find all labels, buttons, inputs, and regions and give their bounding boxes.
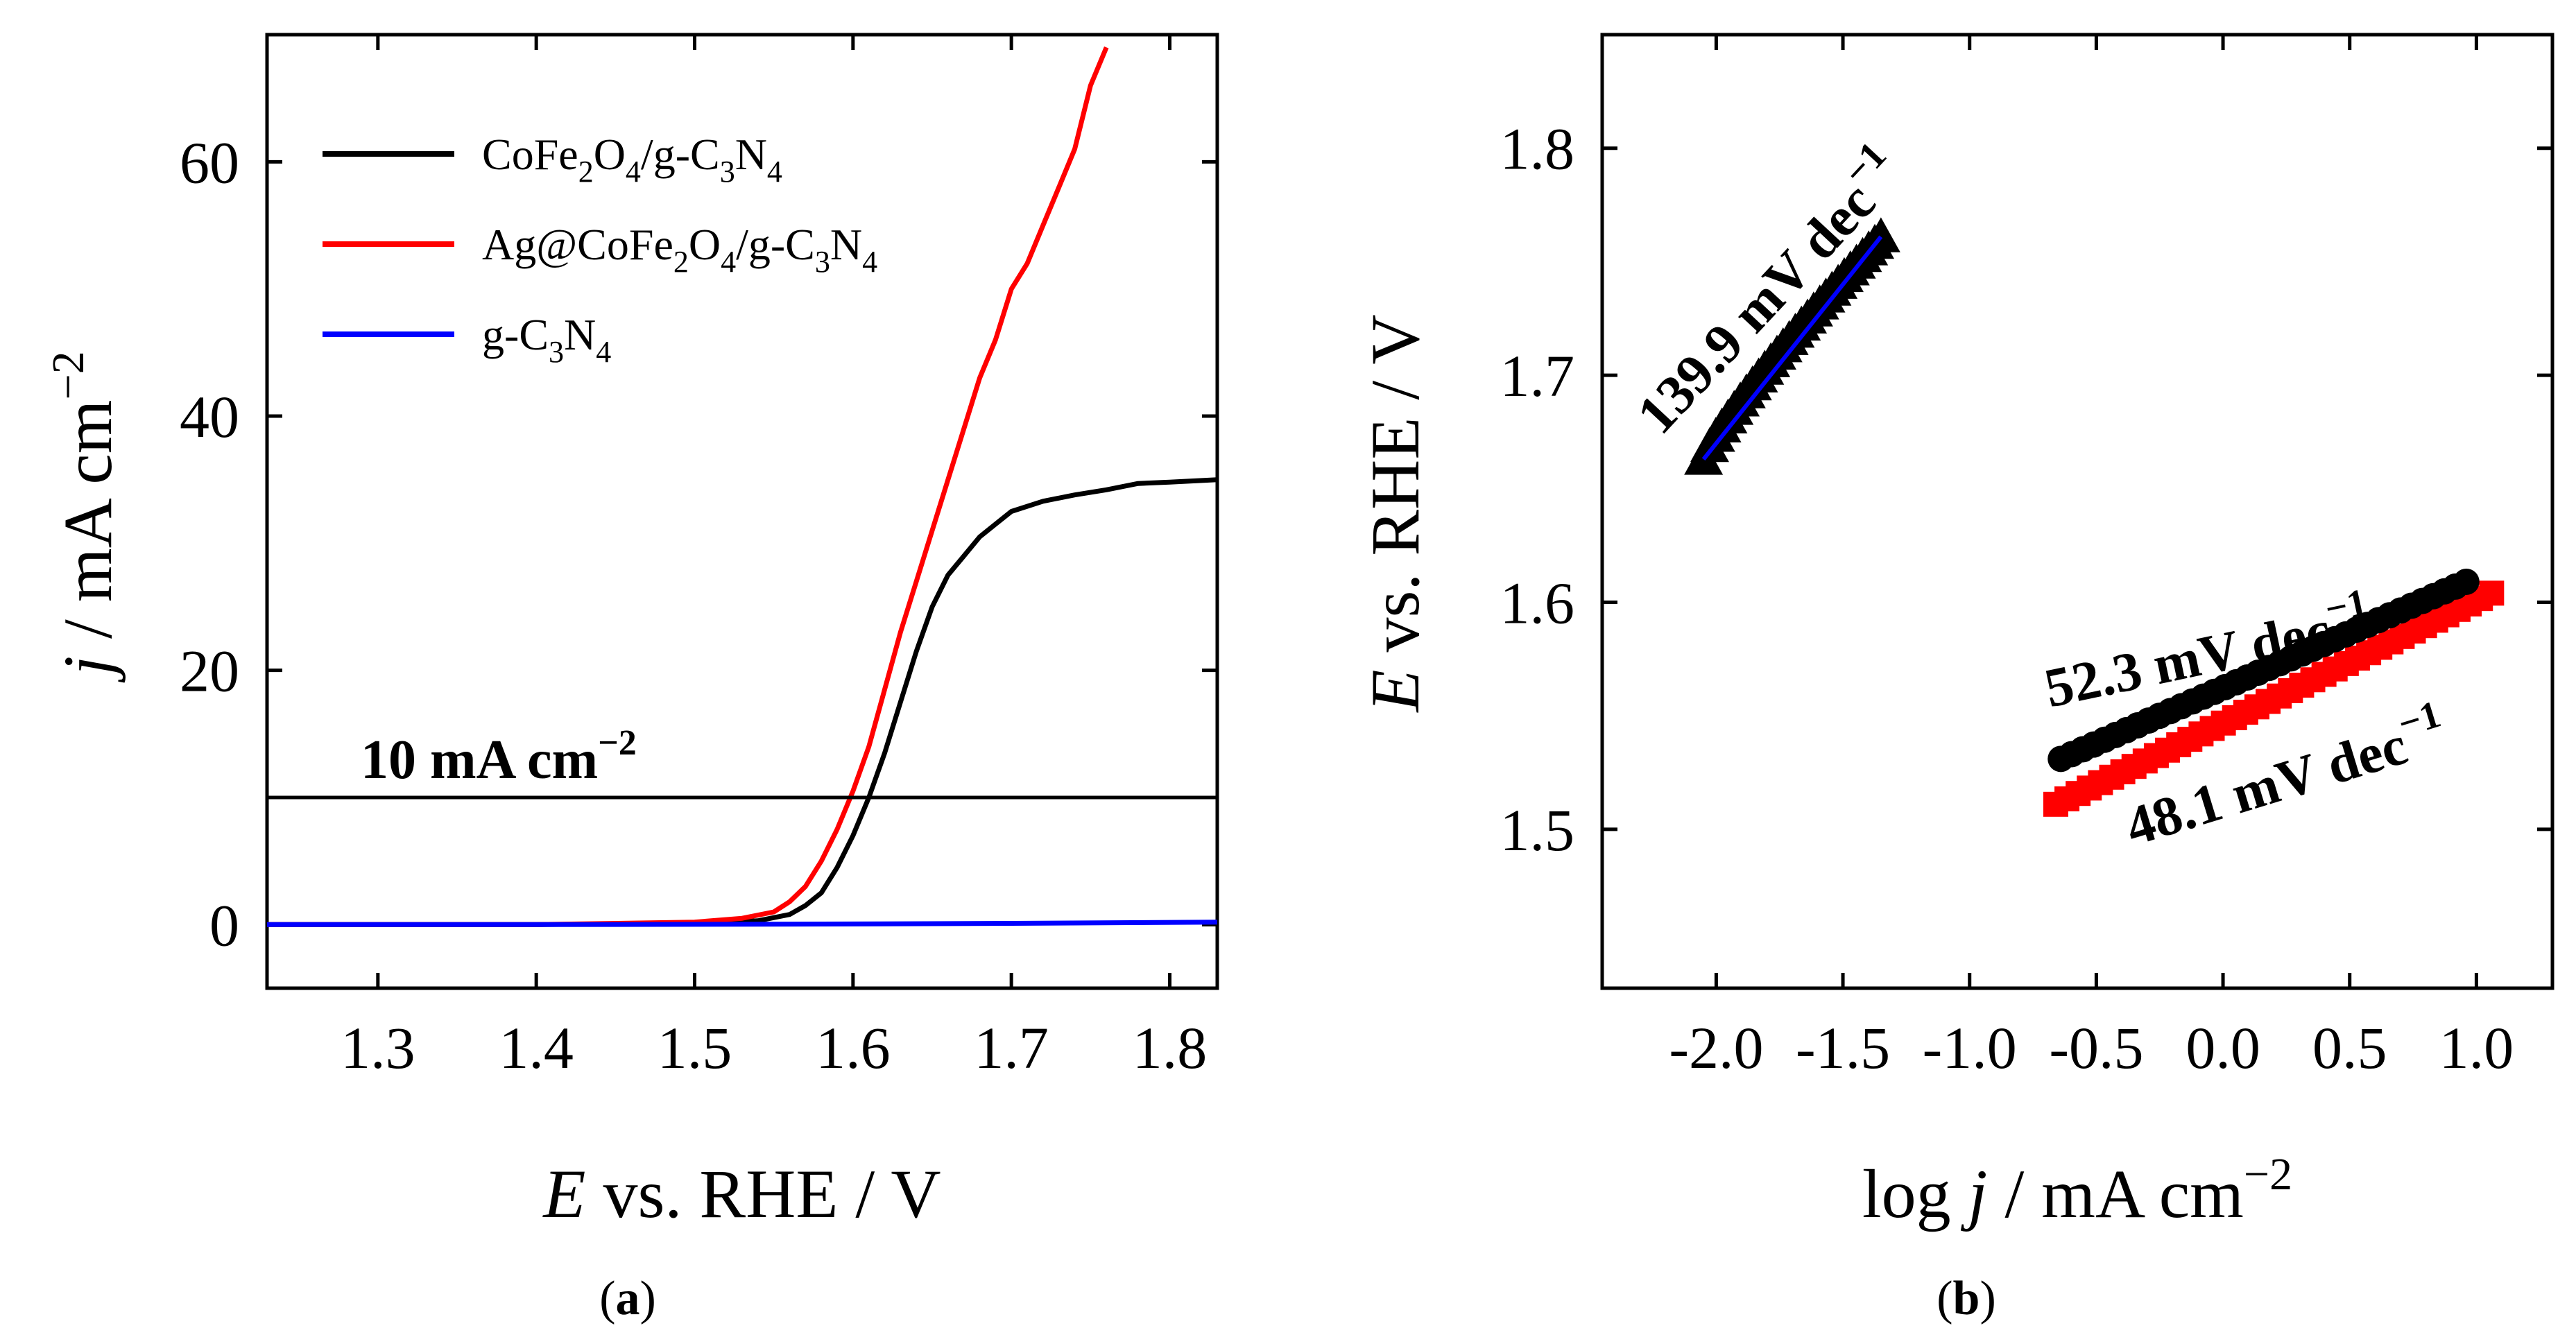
panel-b-y-axis-title: E vs. RHE / V [1357,314,1434,713]
x-tick-label: -1.5 [1796,1015,1890,1081]
panel-a-legend: CoFe2O4/g-C3N4 Ag@CoFe2O4/g-C3N4 g-C3N4 [323,130,877,369]
legend-item-ag-cofe2o4: Ag@CoFe2O4/g-C3N4 [323,220,877,279]
tafel-series-cofe2o4 [2047,568,2480,773]
panel-a-letter: a [616,1272,640,1325]
panel-a-label: (a) [599,1272,656,1325]
panel-a-y-axis-title: j / mA cm−2 [43,351,126,682]
panel-a-plot-frame [265,33,1219,990]
fit-line [1701,235,1883,461]
y-tick-label: 1.7 [1500,343,1575,409]
x-tick-label: 1.0 [2439,1015,2514,1081]
x-pre: log [1862,1155,1968,1232]
panel-a-x-ticks: 1.3 1.4 1.5 1.6 1.7 1.8 [341,35,1207,1081]
legend-label: g-C3N4 [482,310,611,369]
y-var: E [1357,670,1434,714]
x-tick-label: -0.5 [2049,1015,2143,1081]
slope-label-sup: −1 [2321,580,2371,631]
series-line-gc3n4 [267,920,1217,927]
x-tick-label: -2.0 [1669,1015,1763,1081]
x-tick-label: 1.3 [341,1015,415,1081]
y-tick-label: 1.8 [1500,116,1575,182]
legend-item-gc3n4: g-C3N4 [323,310,611,369]
panel-b-series [1684,217,2505,817]
y-tick-label: 60 [180,129,239,196]
x-tick-label: 1.8 [1133,1015,1208,1081]
panel-a-series [267,46,1217,927]
x-tick-label: 1.6 [816,1015,891,1081]
y-rest: vs. RHE / V [1357,314,1434,652]
panel-b-plot-frame [1600,33,2554,990]
y-tick-label: 0 [209,892,239,958]
legend-item-cofe2o4: CoFe2O4/g-C3N4 [323,130,782,189]
series-line-ag-cofe2o4 [267,46,1109,927]
x-rest: vs. RHE / V [603,1155,941,1232]
panel-a-x-axis-title: E vs. RHE / V [542,1155,941,1232]
reference-label-text: 10 mA cm [361,730,598,791]
y-sup: −2 [43,351,94,399]
y-rest: / mA cm [49,400,126,639]
y-var: j [49,656,126,683]
panel-b-chart: -2.0 -1.5 -1.0 -0.5 0.0 0.5 1.0 1.5 1.6 1.7 1.8 1… [1357,33,2554,1325]
y-tick-label: 20 [180,638,239,705]
series-line-cofe2o4 [267,477,1217,927]
y-tick-label: 1.5 [1500,797,1575,863]
fit-line [2054,591,2493,806]
x-tick-label: -1.0 [1923,1015,2017,1081]
panel-b-letter: b [1953,1272,1980,1325]
slope-label-text: 48.1 mV dec [2119,715,2414,859]
legend-label: CoFe2O4/g-C3N4 [482,130,782,189]
data-point [1861,217,1900,252]
y-tick-label: 40 [180,383,239,450]
panel-b-x-axis-title: log j / mA cm−2 [1862,1149,2292,1232]
panel-a-reference-label: 10 mA cm−2 [361,723,637,791]
reference-label-sup: −2 [598,723,637,763]
x-tick-label: 1.5 [658,1015,732,1081]
legend-label: Ag@CoFe2O4/g-C3N4 [482,220,877,279]
panel-b-y-ticks: 1.5 1.6 1.7 1.8 [1500,116,2552,863]
tafel-series-ag-cofe2o4 [2043,580,2505,817]
panel-a-y-ticks: 0 20 40 60 [180,129,1217,958]
fit-line [2060,580,2467,761]
x-rest: / mA cm [1987,1155,2243,1232]
y-tick-label: 1.6 [1500,569,1575,636]
panel-b-x-ticks: -2.0 -1.5 -1.0 -0.5 0.0 0.5 1.0 [1669,35,2514,1081]
x-tick-label: 0.0 [2186,1015,2260,1081]
x-tick-label: 1.7 [974,1015,1049,1081]
panel-b-label: (b) [1937,1272,1996,1325]
x-tick-label: 0.5 [2312,1015,2387,1081]
x-tick-label: 1.4 [499,1015,574,1081]
x-sup: −2 [2244,1149,2292,1200]
x-var: E [542,1155,585,1232]
tafel-series-gc3n4 [1684,217,1900,475]
